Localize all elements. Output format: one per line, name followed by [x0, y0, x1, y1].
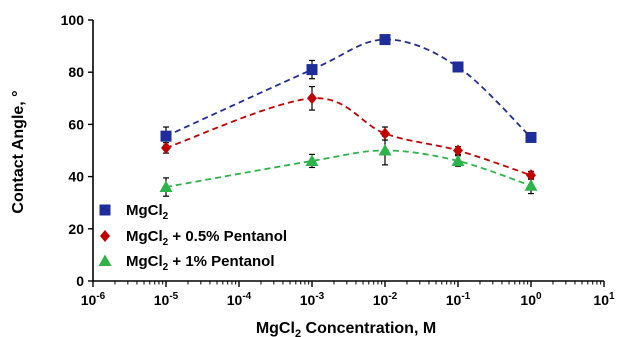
trendline-series-1 [165, 38, 532, 139]
data-point-series-1 [452, 61, 464, 73]
y-axis-title: Contact Angle, ° [10, 90, 27, 213]
plot-area [92, 20, 604, 282]
data-point-series-2 [161, 141, 171, 154]
data-point-series-1 [379, 34, 391, 46]
data-point-series-2 [380, 127, 390, 140]
data-point-series-3 [378, 144, 392, 156]
data-point-series-2 [307, 92, 317, 105]
legend-label-2: MgCl2 + 0.5% Pentanol [126, 228, 287, 248]
error-bars [163, 35, 534, 197]
data-point-series-1 [525, 131, 537, 143]
y-axis-ticks: 0 20 40 60 80 100 [61, 12, 93, 289]
x-axis-ticks: 10-6 10-5 10-4 10-3 10-2 10-1 100 101 [81, 281, 615, 308]
x-tick-label: 10-4 [227, 291, 252, 308]
trendlines [165, 38, 532, 188]
x-tick-label: 100 [520, 291, 542, 308]
legend-marker-1 [99, 204, 111, 216]
data-point-series-1 [306, 64, 318, 76]
data-point-series-3 [451, 154, 465, 166]
y-tick-label: 0 [76, 273, 84, 289]
data-point-series-1 [160, 130, 172, 142]
x-tick-label: 10-2 [373, 291, 398, 308]
x-tick-label: 10-6 [81, 291, 106, 308]
x-tick-label: 101 [593, 291, 615, 308]
legend-marker-2 [100, 230, 110, 242]
y-tick-label: 40 [68, 169, 84, 185]
legend-marker-3 [98, 254, 112, 266]
data-point-series-3 [305, 154, 319, 166]
x-axis-title: MgCl2 Concentration, M [256, 320, 436, 337]
legend-label-1: MgCl2 [126, 202, 169, 222]
data-point-series-3 [524, 179, 538, 191]
x-tick-label: 10-3 [300, 291, 325, 308]
data-point-series-2 [526, 169, 536, 182]
legend: MgCl2 MgCl2 + 0.5% Pentanol MgCl2 + 1% Pen… [98, 202, 287, 273]
y-tick-label: 80 [68, 64, 84, 80]
x-tick-label: 10-1 [446, 291, 471, 308]
trendline-series-2 [165, 97, 532, 177]
y-tick-label: 60 [68, 116, 84, 132]
y-tick-label: 100 [61, 12, 85, 28]
data-markers [159, 34, 538, 193]
y-tick-label: 20 [68, 221, 84, 237]
data-point-series-2 [453, 144, 463, 157]
legend-label-3: MgCl2 + 1% Pentanol [126, 253, 275, 273]
x-tick-label: 10-5 [154, 291, 179, 308]
data-point-series-3 [159, 180, 173, 193]
trendline-series-3 [165, 149, 532, 188]
